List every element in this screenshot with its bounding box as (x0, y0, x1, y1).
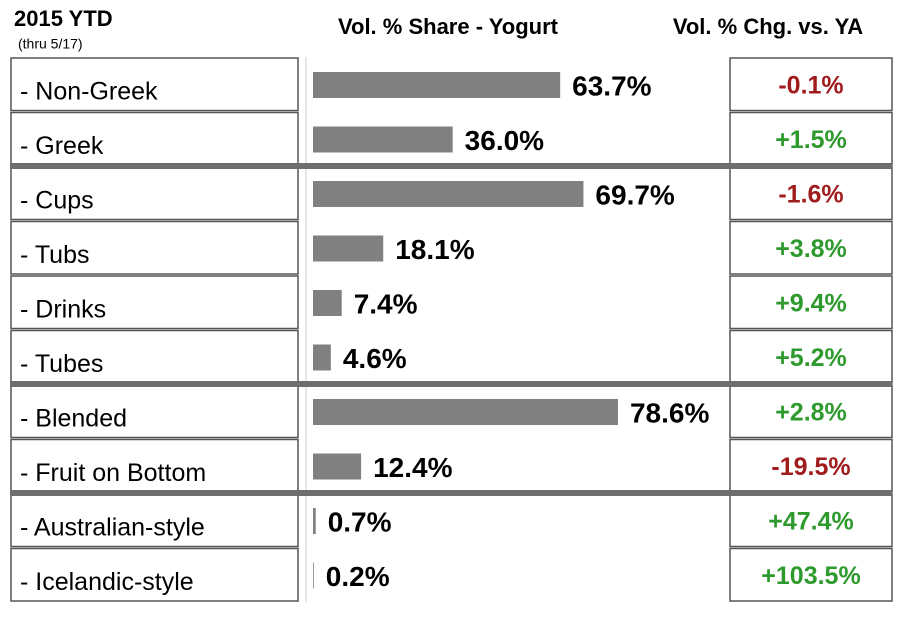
change-label: +3.8% (775, 235, 847, 263)
value-label: 78.6% (630, 397, 709, 428)
change-label: +2.8% (775, 399, 847, 427)
value-label: 4.6% (343, 343, 407, 374)
change-label: +103.5% (761, 562, 860, 590)
change-label: -0.1% (778, 72, 843, 100)
change-label: -19.5% (771, 453, 850, 481)
row-label: - Non-Greek (20, 78, 158, 106)
bar (313, 344, 331, 371)
value-label: 0.7% (328, 506, 392, 537)
bar (313, 562, 314, 589)
bar (313, 508, 316, 534)
bar (313, 453, 362, 480)
value-label: 36.0% (465, 125, 544, 156)
change-box (729, 220, 893, 275)
chart-title: 2015 YTD (14, 6, 113, 31)
chart-subtitle: (thru 5/17) (18, 36, 83, 52)
change-label: +1.5% (775, 126, 847, 154)
bar (313, 72, 561, 98)
change-box (729, 57, 893, 112)
change-box (729, 547, 893, 602)
row-label: - Cups (20, 187, 94, 215)
row-label: - Icelandic-style (20, 568, 194, 596)
value-label: 69.7% (595, 179, 674, 210)
value-label: 12.4% (373, 452, 452, 483)
change-label: +5.2% (775, 344, 847, 372)
change-label: +47.4% (768, 508, 854, 536)
row-label: - Blended (20, 405, 127, 433)
bar (313, 126, 453, 153)
value-label: 0.2% (326, 561, 390, 592)
change-label: -1.6% (778, 181, 843, 209)
row-label: - Drinks (20, 296, 106, 324)
row-label: - Tubes (20, 350, 103, 378)
row-label: - Fruit on Bottom (20, 459, 206, 487)
bar (313, 235, 384, 262)
row-label: - Tubs (20, 241, 89, 269)
column-header: Vol. % Chg. vs. YA (673, 14, 863, 39)
row-label-box (10, 57, 299, 112)
row-label-box (10, 547, 299, 602)
change-label: +9.4% (775, 290, 847, 318)
value-label: 7.4% (354, 288, 418, 319)
value-label: 63.7% (572, 70, 651, 101)
bar (313, 181, 584, 207)
column-header: Vol. % Share - Yogurt (338, 14, 559, 39)
row-label-box (10, 220, 299, 275)
bar (313, 290, 342, 316)
row-label-box (10, 275, 299, 330)
bar (313, 399, 618, 425)
value-label: 18.1% (395, 234, 474, 265)
change-box (729, 275, 893, 330)
row-label: - Australian-style (20, 514, 205, 542)
row-label: - Greek (20, 132, 104, 160)
